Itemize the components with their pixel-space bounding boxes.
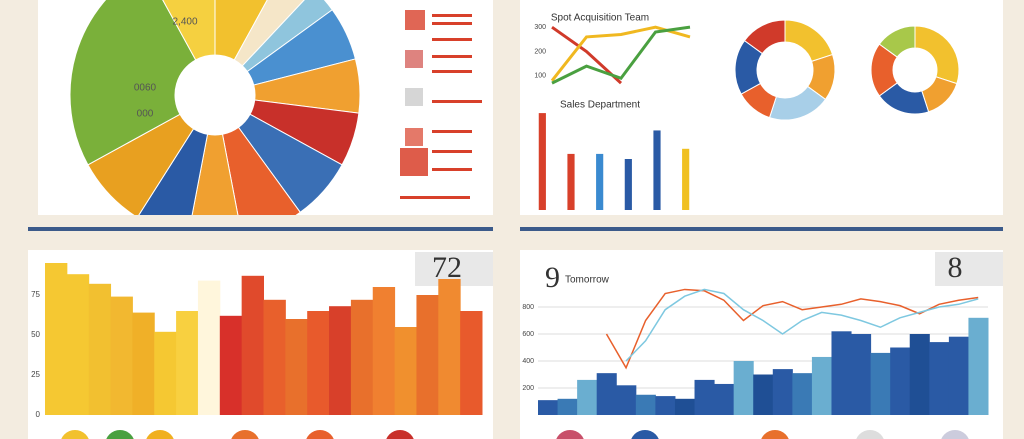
bar xyxy=(45,263,68,415)
divider xyxy=(28,227,493,231)
bar xyxy=(438,279,461,415)
pie xyxy=(69,0,361,215)
bar xyxy=(596,373,617,415)
bar xyxy=(811,356,832,415)
y-tick-label: 800 xyxy=(522,304,534,311)
line xyxy=(605,288,979,370)
bar xyxy=(851,334,872,415)
divider xyxy=(520,227,1003,231)
y-tick-label: 400 xyxy=(522,358,534,365)
bar xyxy=(350,299,374,415)
annotation: 0060 xyxy=(134,83,157,94)
subtitle: Tomorrow xyxy=(565,275,610,286)
bar xyxy=(557,398,578,415)
bar xyxy=(176,311,199,415)
bar xyxy=(538,400,559,415)
pie-slice xyxy=(214,0,268,61)
y-tick-label: 600 xyxy=(522,331,534,338)
pie-slice xyxy=(191,133,239,215)
bar xyxy=(968,317,989,415)
bar xyxy=(792,373,813,415)
pie-slice xyxy=(914,25,960,85)
bar xyxy=(372,287,396,415)
line xyxy=(551,25,691,85)
badge-box xyxy=(935,252,1003,286)
bar xyxy=(753,374,774,415)
y-tick-label: 300 xyxy=(534,24,546,31)
chart-title: 9 xyxy=(545,261,560,294)
pie xyxy=(734,19,836,121)
bar xyxy=(197,280,221,415)
bar xyxy=(88,283,112,415)
pie-slice xyxy=(69,0,197,166)
bar xyxy=(538,113,546,210)
pie-slice xyxy=(138,128,209,215)
bar xyxy=(653,130,661,210)
bar xyxy=(948,336,969,415)
bar xyxy=(929,342,950,415)
bar xyxy=(577,379,598,415)
pie-slice xyxy=(743,19,786,55)
bar xyxy=(219,315,243,415)
line xyxy=(625,288,979,362)
bar xyxy=(682,148,690,210)
bar xyxy=(66,274,90,415)
bar xyxy=(635,394,656,415)
bar xyxy=(329,306,352,415)
y-tick-label: 200 xyxy=(534,48,546,55)
bar xyxy=(733,361,754,415)
chart-title: Spot Acquisition Team xyxy=(551,13,649,24)
annotation: 000 xyxy=(137,109,154,120)
bar xyxy=(154,331,177,415)
bar xyxy=(831,331,852,415)
bar xyxy=(616,385,637,415)
annotation: 2,400 xyxy=(172,17,197,28)
y-tick-label: 75 xyxy=(31,290,40,299)
bar xyxy=(394,327,417,415)
bar xyxy=(674,398,696,415)
bar xyxy=(263,299,286,415)
bar xyxy=(307,311,330,415)
bar xyxy=(870,352,891,415)
bar xyxy=(416,295,439,415)
bar xyxy=(909,334,930,415)
y-tick-label: 25 xyxy=(31,370,40,379)
bar xyxy=(624,159,632,210)
bar xyxy=(655,396,676,415)
bar xyxy=(890,347,911,415)
bar xyxy=(132,312,155,415)
bar xyxy=(241,275,264,415)
pie-slice xyxy=(162,0,216,61)
bar xyxy=(460,311,483,415)
bar xyxy=(285,319,308,415)
pie-slice xyxy=(878,25,916,58)
line xyxy=(551,25,623,85)
bar xyxy=(772,369,793,415)
pie xyxy=(870,25,960,115)
badge: 8 xyxy=(948,251,963,284)
y-tick-label: 0 xyxy=(36,410,41,419)
chart-title: Sales Department xyxy=(560,100,640,111)
y-tick-label: 100 xyxy=(534,73,546,80)
y-tick-label: 50 xyxy=(31,330,40,339)
bar xyxy=(567,153,575,210)
chart-title: 72 xyxy=(432,251,462,284)
bar xyxy=(694,379,715,415)
y-tick-label: 200 xyxy=(522,385,534,392)
bar xyxy=(714,383,735,415)
legend-dots xyxy=(61,430,969,439)
bar xyxy=(596,153,604,210)
pie-slice xyxy=(221,126,301,215)
bar xyxy=(110,296,133,415)
icon-list xyxy=(400,10,482,199)
